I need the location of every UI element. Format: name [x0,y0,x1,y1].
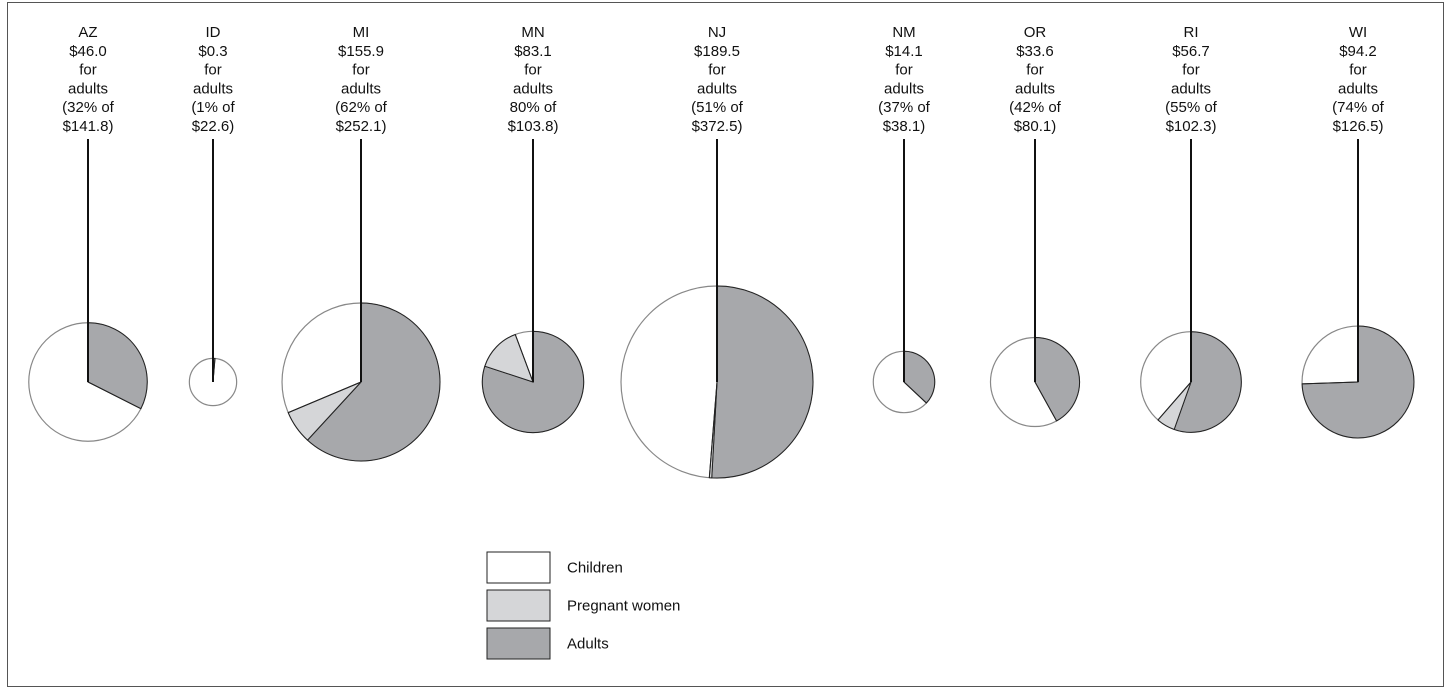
pie-label-line: (51% of [691,99,744,116]
pie-label-line: $372.5) [692,118,743,135]
chart-frame [7,2,1444,687]
pie-label-line: $14.1 [885,43,923,60]
pie-label-line: adults [697,80,737,97]
slice-adults [711,285,814,479]
pie-label-line: MN [521,24,544,41]
slice-adults [1034,336,1081,422]
pie-label-line: for [204,62,222,79]
pie-label-line: (74% of [1332,99,1385,116]
slice-divider [1302,381,1359,385]
pie-label-line: adults [1338,80,1378,97]
legend-item-children: Children [486,551,623,584]
slice-divider [903,381,927,404]
pie-label-line: $33.6 [1016,43,1054,60]
pie-label-line: NJ [708,24,726,41]
pie-label-line: $38.1) [883,118,926,135]
pie-label-line: $94.2 [1339,43,1377,60]
pie-label-line: $141.8) [63,118,114,135]
pie-label-line: $80.1) [1014,118,1057,135]
pie-label-line: $46.0 [69,43,107,60]
legend-swatch [486,627,551,660]
pie-label-line: NM [892,24,915,41]
slice-divider [1034,381,1058,422]
slice-divider [87,381,142,410]
pie-label-line: $189.5 [694,43,740,60]
pie-label-line: WI [1349,24,1367,41]
slice-divider [514,334,534,383]
pie-label-line: for [1182,62,1200,79]
pie-label-line: adults [884,80,924,97]
pie-label-line: $22.6) [192,118,235,135]
pie-label-line: for [895,62,913,79]
legend-label: Children [567,560,623,577]
legend-swatch [486,551,551,584]
pie-label-line: $56.7 [1172,43,1210,60]
legend-swatch [486,589,551,622]
legend-label: Adults [567,636,609,653]
pie-label-line: adults [193,80,233,97]
pie-label-line: (32% of [62,99,115,116]
pie-label-line: (55% of [1165,99,1218,116]
pie-label-line: (1% of [191,99,235,116]
pie-label-line: adults [1015,80,1055,97]
pie-label-line: adults [68,80,108,97]
pie-label-line: $155.9 [338,43,384,60]
pie-label-line: (37% of [878,99,931,116]
pie-label-line: $102.3) [1166,118,1217,135]
pie-label-line: $103.8) [508,118,559,135]
legend: Children Pregnant women Adults [486,551,680,660]
pie-label-line: $0.3 [198,43,227,60]
slice-adults [1173,331,1242,433]
slice-divider [708,381,718,478]
pie-label-line: $83.1 [514,43,552,60]
pie-label-line: $126.5) [1333,118,1384,135]
slice-adults [87,322,148,410]
pie-label-line: for [352,62,370,79]
pie-label-line: adults [341,80,381,97]
pie-label-line: adults [513,80,553,97]
pie-label-line: (62% of [335,99,388,116]
pie-label-line: for [1349,62,1367,79]
pie-label-line: for [79,62,97,79]
slice-divider [1157,381,1192,421]
pie-label-line: for [708,62,726,79]
slice-adults [306,302,441,462]
pie-label-line: RI [1184,24,1199,41]
pie-label-line: (42% of [1009,99,1062,116]
pie-label-line: adults [1171,80,1211,97]
slice-divider [288,381,362,414]
pie-label-line: ID [206,24,221,41]
legend-item-pregnant: Pregnant women [486,589,680,622]
pie-label-line: MI [353,24,370,41]
pie-label-line: OR [1024,24,1047,41]
pie-label-line: for [1026,62,1044,79]
pie-label-line: $252.1) [336,118,387,135]
pie-label-line: 80% of [510,99,558,116]
slice-adults [903,350,936,404]
legend-label: Pregnant women [567,598,680,615]
pie-label-line: AZ [78,24,97,41]
legend-item-adults: Adults [486,627,609,660]
pie-label-line: for [524,62,542,79]
